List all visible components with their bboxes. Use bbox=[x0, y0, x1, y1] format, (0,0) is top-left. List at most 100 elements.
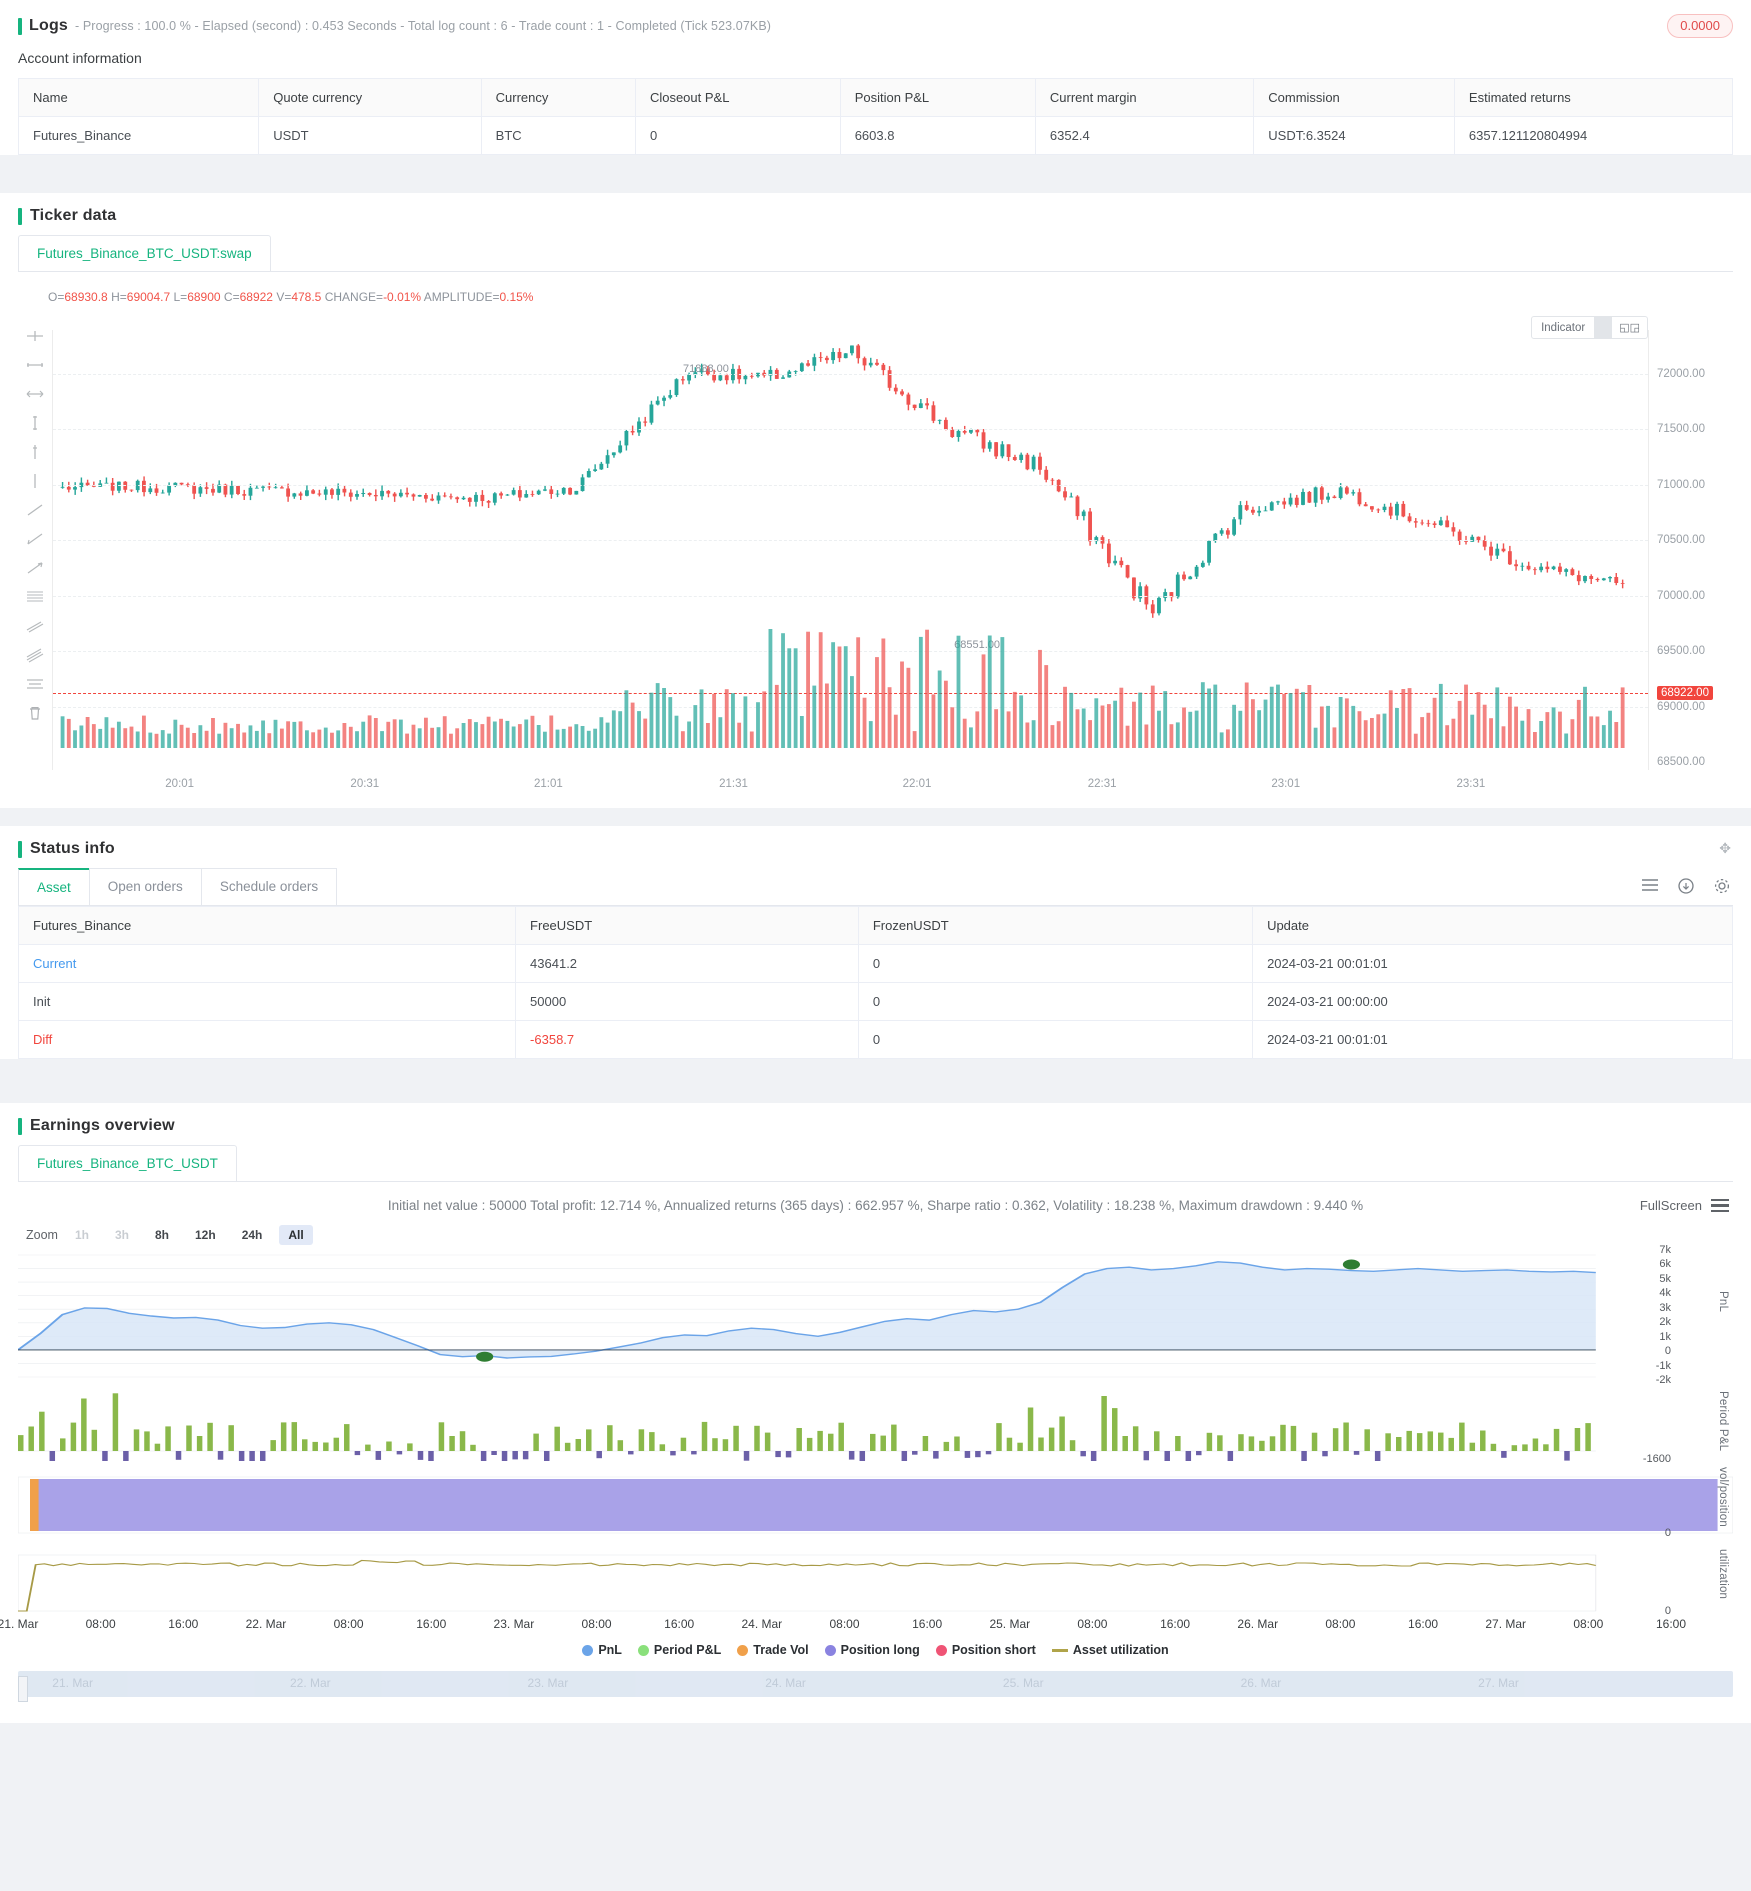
earnings-legend[interactable]: PnL Period P&L Trade Vol Position long P… bbox=[0, 1641, 1751, 1665]
zoom-all-button[interactable]: All bbox=[279, 1225, 313, 1245]
vertical-ray-icon[interactable] bbox=[25, 444, 45, 460]
indicator-control[interactable]: Indicator ◱◲ bbox=[1531, 316, 1648, 339]
logs-summary: - Progress : 100.0 % - Elapsed (second) … bbox=[75, 19, 772, 33]
tab-open-orders[interactable]: Open orders bbox=[88, 868, 202, 905]
ohlc-close-label: C= bbox=[223, 290, 240, 304]
ohlc-high-label: H= bbox=[111, 290, 127, 304]
horizontal-line-icon[interactable] bbox=[25, 357, 45, 373]
trash-icon[interactable] bbox=[25, 705, 45, 721]
fibonacci-icon[interactable] bbox=[25, 589, 45, 605]
crosshair-icon[interactable] bbox=[25, 328, 45, 344]
zoom-24h-button[interactable]: 24h bbox=[241, 1228, 263, 1242]
candle-area[interactable]: Indicator ◱◲ 71888.00 68551.00 7 bbox=[18, 308, 1733, 808]
utilization-chart[interactable]: 0 utilization bbox=[17, 1549, 1733, 1617]
period-pl-y-tick: -1600 bbox=[1642, 1453, 1671, 1465]
menu-icon[interactable] bbox=[1711, 1198, 1729, 1213]
gridline bbox=[53, 595, 1648, 597]
vol-position-chart[interactable]: 0 vol/position bbox=[17, 1467, 1734, 1541]
trend-line-icon[interactable] bbox=[25, 502, 45, 518]
cell-free-usdt: -6358.7 bbox=[515, 1020, 859, 1059]
tab-futures-binance-btc-usdt[interactable]: Futures_Binance_BTC_USDT bbox=[18, 1145, 237, 1181]
legend-label-period-pl: Period P&L bbox=[653, 1643, 722, 1657]
tab-asset[interactable]: Asset bbox=[18, 868, 90, 905]
y-tick: 6k bbox=[1659, 1258, 1671, 1271]
expand-icon[interactable]: ✥ bbox=[1719, 840, 1731, 856]
vertical-segment-icon[interactable] bbox=[25, 473, 45, 489]
y-tick: 69000.00 bbox=[1657, 700, 1705, 713]
cell-free-usdt: 43641.2 bbox=[515, 944, 859, 983]
zoom-label: Zoom bbox=[26, 1228, 58, 1242]
indicator-label[interactable]: Indicator bbox=[1541, 321, 1586, 334]
candle-plot[interactable]: 71888.00 68551.00 bbox=[52, 330, 1648, 770]
ticker-tabs: Futures_Binance_BTC_USDT:swap bbox=[18, 235, 1733, 271]
x-tick: 08:00 bbox=[333, 1617, 364, 1631]
table-row: Diff -6358.7 0 2024-03-21 00:01:01 bbox=[17, 1020, 1733, 1059]
col-frozen-usdt: FrozenUSDT bbox=[857, 906, 1254, 945]
panel-divider bbox=[0, 1085, 1751, 1103]
period-pl-axis-title: Period P&L bbox=[1717, 1391, 1729, 1452]
zoom-1h-button[interactable]: 1h bbox=[74, 1228, 89, 1242]
drawing-toolbar[interactable] bbox=[18, 328, 52, 721]
zoom-controls[interactable]: Zoom 1h 3h 8h 12h 24h All bbox=[0, 1219, 1751, 1251]
parallel-channel-icon[interactable] bbox=[25, 618, 45, 634]
status-toolbar[interactable] bbox=[1641, 878, 1731, 894]
control-divider bbox=[1594, 317, 1613, 338]
legend-item-trade-vol[interactable]: Trade Vol bbox=[737, 1643, 809, 1657]
download-icon[interactable] bbox=[1677, 878, 1695, 894]
zoom-12h-button[interactable]: 12h bbox=[195, 1228, 216, 1242]
high-annotation: 71888.00 bbox=[683, 363, 729, 375]
period-pl-chart[interactable]: -1600 Period P&L bbox=[18, 1389, 1733, 1476]
arrow-line-icon[interactable] bbox=[25, 560, 45, 576]
fullscreen-label[interactable]: FullScreen bbox=[1639, 1198, 1702, 1213]
asset-table: Futures_Binance FreeUSDT FrozenUSDT Upda… bbox=[17, 906, 1733, 1059]
ray-line-icon[interactable] bbox=[25, 531, 45, 547]
zoom-8h-button[interactable]: 8h bbox=[154, 1228, 169, 1242]
logs-title: Logs bbox=[29, 17, 69, 34]
pitchfork-icon[interactable] bbox=[25, 647, 45, 663]
col-commission: Commission bbox=[1253, 78, 1455, 117]
horizontal-ray-icon[interactable] bbox=[25, 386, 45, 402]
tabs-underline bbox=[18, 1181, 1733, 1182]
utilization-axis-title: utilization bbox=[1717, 1549, 1729, 1600]
tab-schedule-orders[interactable]: Schedule orders bbox=[200, 868, 338, 905]
section-accent-bar bbox=[18, 840, 22, 858]
ohlc-change: -0.01% bbox=[383, 290, 422, 304]
legend-item-period-pl[interactable]: Period P&L bbox=[637, 1643, 722, 1657]
legend-item-asset-utilization[interactable]: Asset utilization bbox=[1051, 1643, 1169, 1657]
fullscreen-control[interactable]: FullScreen bbox=[1640, 1198, 1729, 1213]
tab-futures-binance-btc-usdt-swap[interactable]: Futures_Binance_BTC_USDT:swap bbox=[18, 235, 271, 271]
candlestick-chart[interactable]: O=68930.8 H=69004.7 L=68900 C=68922 V=47… bbox=[18, 272, 1733, 808]
cell-row-name[interactable]: Current bbox=[17, 944, 517, 983]
x-tick: 08:00 bbox=[85, 1617, 116, 1631]
volume-series bbox=[60, 629, 1625, 748]
range-navigator[interactable]: 21. Mar 22. Mar 23. Mar 24. Mar 25. Mar 26. M… bbox=[18, 1671, 1733, 1702]
gear-icon[interactable] bbox=[1713, 878, 1731, 894]
navigator-tick: 24. Mar bbox=[765, 1676, 806, 1690]
legend-item-position-long[interactable]: Position long bbox=[824, 1643, 920, 1657]
pnl-chart[interactable]: 7k 6k 5k 4k 3k 2k 1k 0 -1k -2k PnL bbox=[17, 1244, 1733, 1386]
y-tick: 3k bbox=[1659, 1301, 1671, 1314]
zoom-3h-button[interactable]: 3h bbox=[114, 1228, 129, 1242]
x-tick: 20:31 bbox=[350, 778, 380, 790]
col-quote-currency: Quote currency bbox=[258, 78, 482, 117]
navigator-tick: 22. Mar bbox=[289, 1676, 331, 1690]
table-row: Current 43641.2 0 2024-03-21 00:01:01 bbox=[17, 944, 1733, 983]
x-tick: 08:00 bbox=[1077, 1617, 1108, 1631]
status-tabs: Asset Open orders Schedule orders bbox=[18, 868, 1733, 905]
vertical-line-icon[interactable] bbox=[25, 415, 45, 431]
y-tick: 69500.00 bbox=[1657, 645, 1705, 658]
legend-item-position-short[interactable]: Position short bbox=[935, 1643, 1036, 1657]
expand-icon[interactable]: ◱◲ bbox=[1619, 322, 1640, 334]
navigator-handle-left[interactable] bbox=[18, 1676, 28, 1702]
panel-divider bbox=[0, 175, 1751, 193]
horizontal-bands-icon[interactable] bbox=[25, 676, 45, 692]
y-tick: -1k bbox=[1655, 1359, 1671, 1372]
col-position-pl: Position P&L bbox=[839, 78, 1036, 117]
legend-label-asset-utilization: Asset utilization bbox=[1072, 1643, 1169, 1657]
x-tick: 22. Mar bbox=[245, 1617, 287, 1631]
gridline bbox=[53, 540, 1648, 542]
legend-item-pnl[interactable]: PnL bbox=[582, 1643, 622, 1657]
section-accent-bar bbox=[18, 17, 22, 35]
list-icon[interactable] bbox=[1641, 878, 1659, 892]
x-tick: 08:00 bbox=[829, 1617, 860, 1631]
